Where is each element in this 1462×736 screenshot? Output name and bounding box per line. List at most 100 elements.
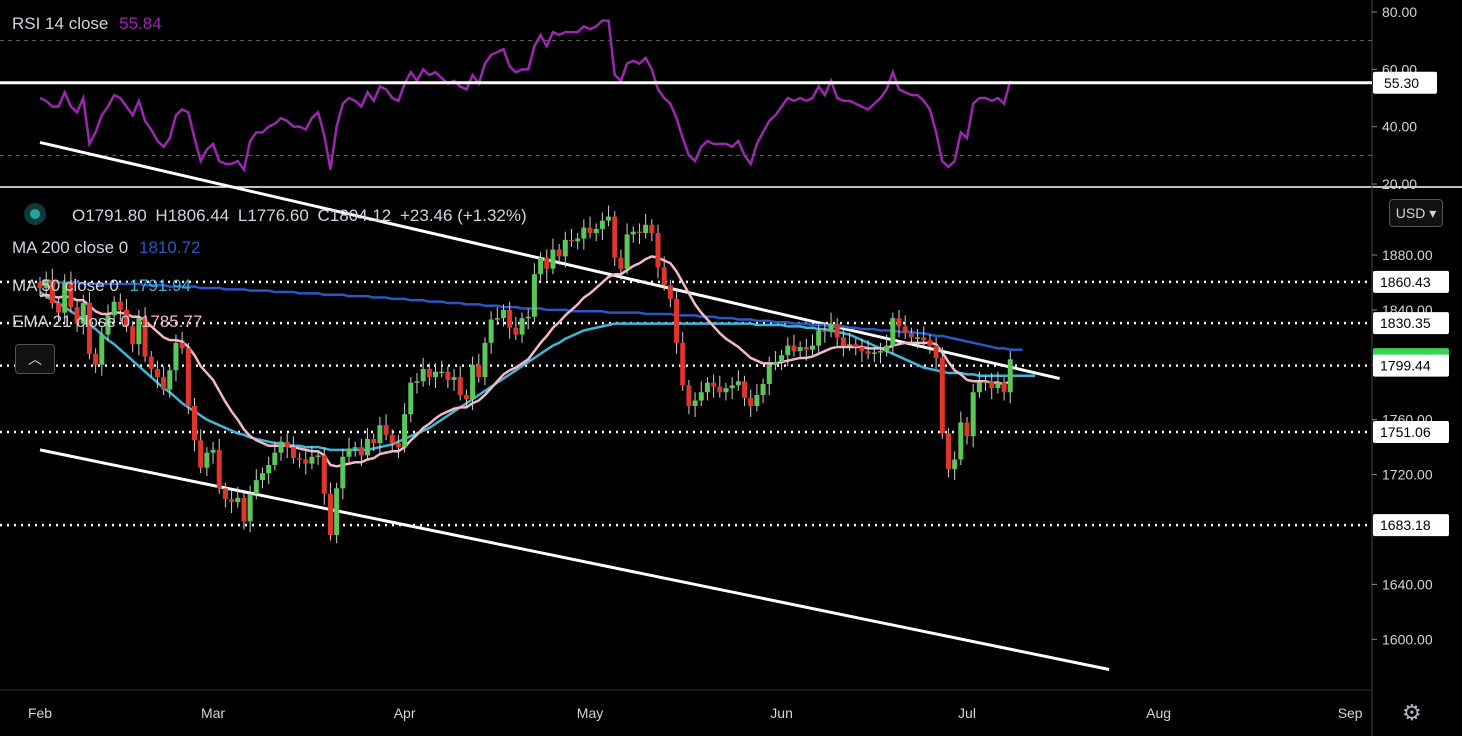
candle-body [179, 342, 185, 349]
candle-body [451, 377, 457, 380]
candle-body [365, 438, 371, 456]
candle-body [575, 238, 581, 242]
candle-body [37, 282, 43, 288]
candle-body [976, 382, 982, 393]
candle-body [377, 425, 383, 444]
gear-icon[interactable]: ⚙ [1402, 700, 1422, 725]
candle-body [161, 377, 167, 390]
candle-body [661, 267, 667, 286]
ema21-line [39, 255, 1011, 468]
candle-body [470, 364, 476, 400]
ohlc-open: O1791.80 [72, 206, 147, 225]
candle-body [315, 455, 321, 457]
ma50-legend[interactable]: MA 50 close 0 1791.94 [12, 276, 191, 296]
ema21-legend[interactable]: EMA 21 close 0 1785.77 [12, 312, 202, 332]
candle-body [494, 318, 500, 320]
rsi-title: RSI 14 close [12, 14, 109, 33]
candle-body [49, 279, 55, 304]
candle-body [772, 362, 778, 365]
ohlc-high: H1806.44 [155, 206, 230, 225]
candle-body [433, 371, 439, 378]
candle-body [309, 456, 315, 464]
month-label: Mar [201, 705, 225, 721]
candle-body [797, 346, 803, 352]
candle-body [525, 316, 531, 319]
candle-body [439, 371, 445, 374]
candle-body [810, 345, 815, 350]
candle-body [185, 348, 191, 406]
candle-body [692, 400, 698, 406]
candle-body [847, 344, 853, 346]
ma50-label: MA 50 close 0 [12, 276, 119, 295]
candle-body [56, 303, 62, 313]
candle-body [414, 381, 420, 383]
currency-selector[interactable]: USD ▾ [1389, 199, 1443, 227]
price-level-label: 1830.35 [1380, 315, 1431, 331]
candle-body [352, 447, 358, 449]
candle-body [130, 326, 136, 345]
ma200-label: MA 200 close 0 [12, 238, 129, 257]
rsi-line [39, 19, 1012, 173]
candle-body [124, 309, 130, 327]
candle-body [989, 381, 995, 389]
candle-body [105, 315, 111, 335]
price-level-tag [1373, 354, 1449, 377]
price-level-label: 1683.18 [1380, 517, 1431, 533]
candle-body [902, 326, 908, 334]
candle-body [173, 342, 179, 371]
collapse-legend-button[interactable]: ︿ [15, 344, 55, 374]
candle-body [278, 441, 284, 453]
candle-body [779, 355, 785, 363]
ma200-legend[interactable]: MA 200 close 0 1810.72 [12, 238, 200, 258]
candle-body [488, 319, 494, 343]
candle-body [921, 337, 927, 341]
candle-body [74, 307, 80, 324]
trendline [39, 140, 1061, 380]
candle-body [501, 309, 506, 319]
candle-body [550, 249, 556, 269]
status-dot-icon [24, 203, 46, 225]
candle-body [643, 224, 649, 234]
candle-body [389, 434, 395, 444]
candle-body [346, 448, 352, 457]
candle-body [649, 224, 655, 234]
candle-body [568, 239, 574, 242]
candle-body [544, 257, 550, 269]
price-level-label: 1751.06 [1380, 424, 1431, 440]
candle-body [519, 318, 525, 335]
candle-body [297, 458, 303, 460]
ma200-value: 1810.72 [138, 238, 201, 257]
candle-body [154, 368, 160, 378]
candle-body [667, 285, 673, 299]
candle-body [877, 351, 883, 353]
candle-body [445, 371, 451, 380]
candle-body [822, 330, 828, 332]
candle-body [111, 301, 117, 316]
candle-body [266, 464, 272, 474]
ma50-line [39, 291, 1035, 452]
candle-body [235, 497, 241, 503]
candle-body [457, 377, 463, 395]
rsi-value: 55.84 [119, 14, 162, 33]
candle-body [816, 330, 822, 346]
candle-body [241, 497, 247, 522]
month-label: Feb [28, 705, 52, 721]
candle-body [80, 303, 86, 324]
currency-label: USD [1395, 205, 1426, 221]
candle-body [729, 385, 735, 389]
candle-body [507, 309, 513, 328]
candle-body [198, 440, 204, 468]
candle-body [142, 318, 148, 357]
candle-body [624, 234, 630, 269]
candle-body [117, 301, 123, 310]
candle-body [463, 394, 469, 400]
candle-body [791, 345, 797, 352]
candle-body [482, 342, 488, 378]
candle-body [371, 438, 377, 444]
candle-body [216, 449, 222, 489]
candle-body [599, 220, 605, 229]
candle-body [247, 493, 253, 522]
candle-body [383, 425, 389, 435]
candle-body [630, 231, 636, 235]
